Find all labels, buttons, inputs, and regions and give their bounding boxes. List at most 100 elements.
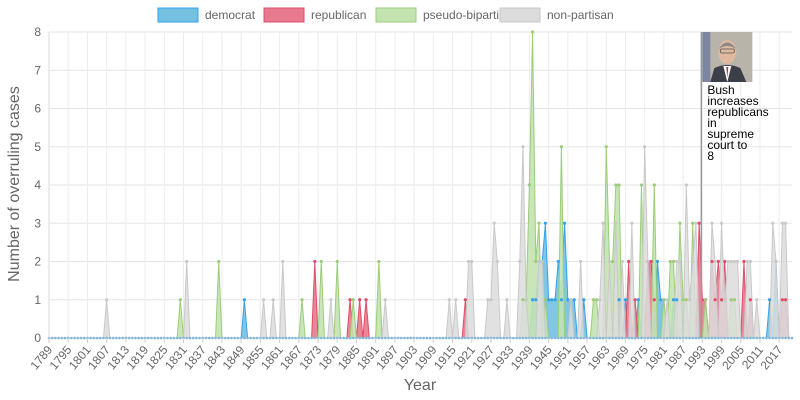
legend-swatch: [499, 7, 541, 23]
data-point-republican: [627, 259, 631, 264]
baseline-point: [249, 336, 253, 340]
baseline-point: [425, 336, 429, 340]
y-tick-label: 0: [34, 331, 41, 345]
legend-item-democrat[interactable]: democrat: [157, 7, 256, 23]
legend-item-republican[interactable]: republican: [263, 7, 366, 23]
data-point-non-partisan: [735, 259, 740, 264]
baseline-point: [454, 336, 458, 340]
data-point-pseudo-bipartisan: [662, 298, 666, 302]
baseline-point: [560, 336, 563, 340]
baseline-point: [380, 336, 384, 340]
baseline-point: [457, 336, 461, 340]
data-point-pseudo-bipartisan: [217, 259, 221, 264]
baseline-point: [323, 336, 326, 340]
data-point-non-partisan: [185, 259, 189, 264]
x-tick-label: 2017: [758, 343, 786, 373]
baseline-point: [771, 336, 775, 340]
baseline-point: [76, 336, 80, 340]
legend-item-non-partisan[interactable]: non-partisan: [499, 7, 614, 23]
baseline-point: [127, 336, 131, 340]
data-point-pseudo-bipartisan: [732, 298, 736, 302]
baseline-point: [483, 336, 486, 340]
baseline-point: [512, 336, 515, 340]
baseline-point: [540, 336, 544, 340]
legend[interactable]: democrat republican pseudo-bipartisan non-p…: [157, 7, 614, 23]
data-point-non-partisan: [748, 259, 752, 264]
baseline-point: [502, 336, 506, 340]
legend-label: democrat: [205, 8, 256, 22]
data-point-republican: [652, 298, 656, 302]
y-tick-label: 7: [34, 63, 41, 77]
legend-swatch: [263, 7, 305, 23]
data-point-non-partisan: [261, 298, 266, 302]
baseline-point: [214, 336, 217, 340]
baseline-point: [790, 336, 794, 340]
data-point-non-partisan: [521, 145, 525, 149]
baseline-point: [598, 336, 602, 340]
baseline-point: [396, 336, 400, 340]
data-point-pseudo-bipartisan: [300, 298, 304, 302]
data-point-democrat: [242, 298, 246, 302]
data-point-non-partisan: [540, 259, 544, 264]
baseline-point: [271, 336, 275, 340]
legend-label: pseudo-bipartisan: [423, 8, 518, 22]
baseline-point: [515, 336, 518, 340]
baseline-point: [175, 336, 179, 340]
data-point-non-partisan: [486, 298, 490, 302]
baseline-point: [492, 336, 496, 340]
baseline-point: [579, 336, 582, 340]
baseline-point: [211, 336, 214, 340]
baseline-point: [169, 336, 172, 340]
baseline-point: [480, 336, 483, 340]
portrait-hair: [718, 42, 737, 49]
baseline-point: [441, 336, 445, 340]
y-tick-label: 5: [34, 140, 41, 154]
baseline-point: [307, 336, 310, 340]
baseline-point: [710, 336, 714, 340]
baseline-point: [348, 336, 352, 340]
baseline-point: [694, 336, 698, 340]
baseline-point: [444, 336, 448, 340]
annotation-text-line: Bush: [707, 83, 734, 97]
baseline-point: [765, 336, 768, 340]
data-point-non-partisan: [466, 259, 471, 264]
baseline-point: [367, 336, 371, 340]
legend-label: republican: [311, 8, 366, 22]
data-point-non-partisan: [620, 259, 624, 264]
data-point-non-partisan: [524, 298, 528, 302]
baseline-point: [467, 336, 470, 340]
baseline-point: [358, 336, 361, 340]
baseline-point: [390, 336, 393, 340]
baseline-point: [70, 336, 73, 340]
baseline-point: [406, 336, 409, 340]
data-point-pseudo-bipartisan: [591, 298, 596, 302]
baseline-point: [704, 336, 707, 340]
baseline-point: [191, 336, 195, 340]
baseline-point: [460, 336, 464, 340]
data-point-non-partisan: [281, 259, 285, 264]
baseline-point: [646, 336, 650, 340]
data-point-pseudo-bipartisan: [319, 259, 323, 264]
annotation-text-line: 8: [707, 149, 714, 163]
baseline-point: [73, 336, 76, 340]
data-point-pseudo-bipartisan: [351, 298, 355, 302]
baseline-point: [166, 336, 169, 340]
data-point-republican: [649, 259, 653, 264]
baseline-point: [294, 336, 297, 340]
baseline-point: [130, 336, 134, 340]
data-point-non-partisan: [329, 298, 333, 302]
data-point-pseudo-bipartisan: [595, 298, 599, 302]
data-point-pseudo-bipartisan: [668, 259, 672, 264]
data-point-non-partisan: [489, 298, 493, 302]
baseline-point: [377, 336, 381, 340]
baseline-point: [608, 336, 611, 340]
data-point-democrat: [559, 298, 564, 302]
baseline-point: [383, 336, 387, 340]
data-point-non-partisan: [454, 298, 458, 302]
legend-item-pseudo-bipartisan[interactable]: pseudo-bipartisan: [375, 7, 518, 23]
baseline-point: [669, 336, 672, 340]
baseline-point: [329, 336, 333, 340]
data-point-pseudo-bipartisan: [684, 298, 688, 302]
baseline-point: [114, 336, 118, 340]
baseline-point: [281, 336, 285, 340]
